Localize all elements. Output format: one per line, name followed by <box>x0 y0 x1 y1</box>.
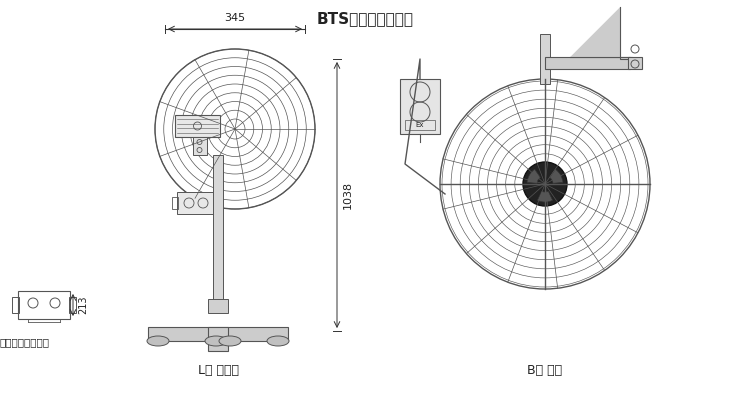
Bar <box>175 115 220 137</box>
Bar <box>214 197 220 209</box>
Polygon shape <box>570 7 620 57</box>
Ellipse shape <box>267 336 289 346</box>
Bar <box>545 57 630 69</box>
Text: L： 落地式: L： 落地式 <box>198 364 239 377</box>
Bar <box>69 297 76 313</box>
Bar <box>177 192 215 214</box>
Bar <box>208 299 228 313</box>
Ellipse shape <box>205 336 227 346</box>
Text: 控制开关安装尺寸: 控制开关安装尺寸 <box>0 337 50 347</box>
Text: 345: 345 <box>224 13 245 23</box>
Bar <box>208 327 228 351</box>
Text: Ex: Ex <box>416 122 424 128</box>
Ellipse shape <box>147 336 169 346</box>
Circle shape <box>523 162 567 206</box>
Text: 1038: 1038 <box>343 181 353 209</box>
Text: B： 壁式: B： 壁式 <box>528 364 563 377</box>
Wedge shape <box>550 169 563 183</box>
Bar <box>193 137 207 155</box>
Bar <box>540 34 550 84</box>
Bar <box>213 155 223 301</box>
Wedge shape <box>537 191 553 202</box>
Bar <box>405 120 435 130</box>
Bar <box>148 327 288 341</box>
Ellipse shape <box>219 336 241 346</box>
Text: 213: 213 <box>78 296 88 314</box>
Bar <box>12 297 19 313</box>
Bar <box>172 197 178 209</box>
Bar <box>620 57 632 59</box>
Text: BTS系列防爆摇头扇: BTS系列防爆摇头扇 <box>317 11 413 26</box>
Bar <box>18 291 70 319</box>
Bar <box>628 57 642 69</box>
Bar <box>400 79 440 134</box>
Wedge shape <box>527 169 540 183</box>
